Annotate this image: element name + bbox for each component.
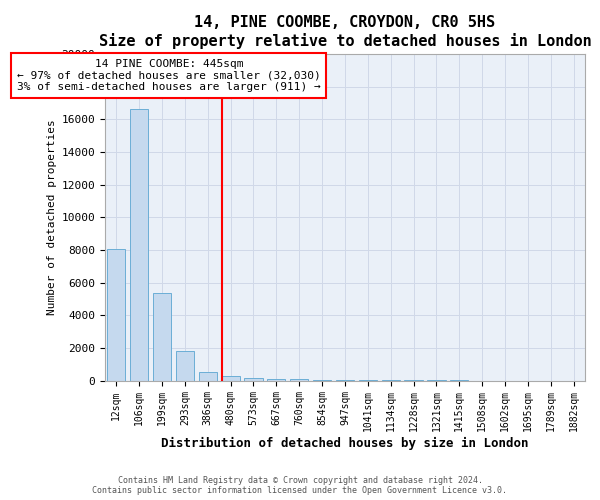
Bar (107, 249, 125, 380)
Text: Contains HM Land Registry data © Crown copyright and database right 2024.
Contai: Contains HM Land Registry data © Crown c… (92, 476, 508, 495)
Title: 14, PINE COOMBE, CROYDON, CR0 5HS
Size of property relative to detached houses i: 14, PINE COOMBE, CROYDON, CR0 5HS Size o… (98, 15, 592, 48)
Bar (153, 293, 171, 380)
Bar (221, 376, 240, 380)
Y-axis label: Number of detached properties: Number of detached properties (47, 120, 57, 315)
X-axis label: Distribution of detached houses by size in London: Distribution of detached houses by size … (161, 437, 529, 450)
Bar (176, 351, 194, 380)
Bar (130, 110, 148, 380)
Bar (290, 379, 308, 380)
Text: 14 PINE COOMBE: 445sqm
← 97% of detached houses are smaller (32,030)
3% of semi-: 14 PINE COOMBE: 445sqm ← 97% of detached… (17, 59, 321, 92)
Bar (244, 378, 263, 380)
Bar (267, 378, 286, 380)
Bar (199, 372, 217, 380)
